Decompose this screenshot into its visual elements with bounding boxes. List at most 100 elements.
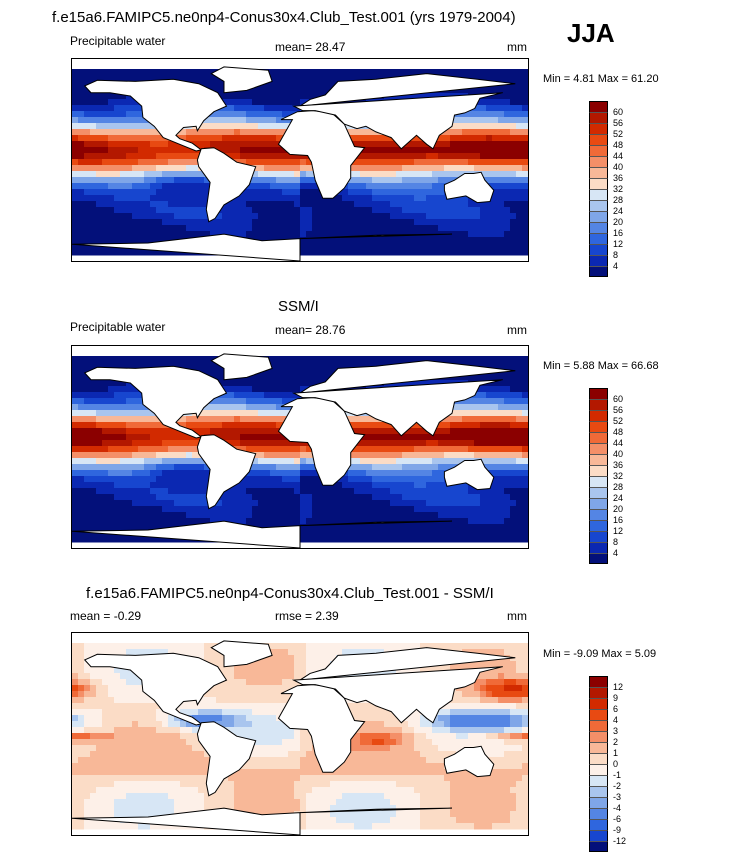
colorbar-swatch bbox=[589, 134, 608, 145]
colorbar-swatch bbox=[589, 687, 608, 698]
colorbar-tick-label: 16 bbox=[613, 515, 624, 525]
mean-label-model: mean= 28.47 bbox=[275, 40, 346, 54]
colorbar-tick-label: 8 bbox=[613, 250, 619, 260]
colorbar-swatch bbox=[589, 454, 608, 465]
colorbar-tick-label: -12 bbox=[613, 836, 627, 846]
colorbar-swatch bbox=[589, 244, 608, 255]
colorbar-tick-label: 4 bbox=[613, 548, 619, 558]
colorbar-swatch bbox=[589, 830, 608, 841]
mean-label-obs: mean= 28.76 bbox=[275, 323, 346, 337]
variable-label-obs: Precipitable water bbox=[70, 320, 166, 334]
colorbar-tick-label: 56 bbox=[613, 118, 624, 128]
land-outlines bbox=[72, 353, 516, 548]
colorbar-swatch bbox=[589, 698, 608, 709]
colorbar-swatch bbox=[589, 200, 608, 211]
map-canvas-obs bbox=[72, 353, 528, 548]
colorbar-swatch bbox=[589, 432, 608, 443]
colorbar-tick-label: 0 bbox=[613, 759, 619, 769]
units-label-obs: mm bbox=[507, 323, 527, 337]
colorbar-tick-label: 36 bbox=[613, 460, 624, 470]
colorbar-swatch bbox=[589, 101, 608, 112]
colorbar-swatch bbox=[589, 775, 608, 786]
colorbar-tick-label: 8 bbox=[613, 537, 619, 547]
colorbar-swatch bbox=[589, 178, 608, 189]
colorbar-tick-label: 16 bbox=[613, 228, 624, 238]
colorbar-tick-label: -2 bbox=[613, 781, 622, 791]
colorbar-tick-label: 36 bbox=[613, 173, 624, 183]
colorbar-swatch bbox=[589, 211, 608, 222]
colorbar-tick-label: 12 bbox=[613, 239, 624, 249]
colorbar-swatch bbox=[589, 676, 608, 687]
mean-label-diff: mean = -0.29 bbox=[70, 609, 142, 623]
colorbar-tick-label: -1 bbox=[613, 770, 622, 780]
colorbar-tick-label: 24 bbox=[613, 206, 624, 216]
colorbar-tick-label: 28 bbox=[613, 482, 624, 492]
colorbar-tick-label: 60 bbox=[613, 107, 624, 117]
colorbar-swatch bbox=[589, 222, 608, 233]
colorbar-tick-label: 3 bbox=[613, 726, 619, 736]
colorbar-tick-label: 52 bbox=[613, 129, 624, 139]
colorbar-tick-label: 52 bbox=[613, 416, 624, 426]
colorbar-swatch bbox=[589, 233, 608, 244]
colorbar-tick-label: 20 bbox=[613, 504, 624, 514]
colorbar-swatch bbox=[589, 167, 608, 178]
map-canvas-model bbox=[72, 66, 528, 261]
units-label-model: mm bbox=[507, 40, 527, 54]
colorbar-tick-label: 44 bbox=[613, 151, 624, 161]
colorbar-swatch bbox=[589, 487, 608, 498]
map-model bbox=[71, 58, 529, 262]
colorbar-tick-label: 1 bbox=[613, 748, 619, 758]
colorbar-swatch bbox=[589, 742, 608, 753]
colorbar-swatch bbox=[589, 421, 608, 432]
colorbar-swatch bbox=[589, 255, 608, 266]
colorbar-swatch bbox=[589, 520, 608, 531]
colorbar-swatch bbox=[589, 786, 608, 797]
colorbar-swatch bbox=[589, 410, 608, 421]
colorbar-tick-label: -4 bbox=[613, 803, 622, 813]
colorbar-tick-label: 2 bbox=[613, 737, 619, 747]
colorbar-tick-label: 48 bbox=[613, 140, 624, 150]
panel-title-diff: f.e15a6.FAMIPC5.ne0np4-Conus30x4.Club_Te… bbox=[86, 585, 494, 602]
colorbar-swatch bbox=[589, 443, 608, 454]
colorbar-swatch bbox=[589, 797, 608, 808]
colorbar-tick-label: 24 bbox=[613, 493, 624, 503]
colorbar-tick-label: -9 bbox=[613, 825, 622, 835]
colorbar-tick-label: 44 bbox=[613, 438, 624, 448]
colorbar-swatch bbox=[589, 145, 608, 156]
colorbar-swatch bbox=[589, 112, 608, 123]
land-outlines bbox=[72, 66, 516, 261]
land-outlines bbox=[72, 640, 516, 835]
colorbar-swatch bbox=[589, 764, 608, 775]
minmax-label-obs: Min = 5.88 Max = 66.68 bbox=[543, 360, 659, 372]
colorbar-tick-label: 4 bbox=[613, 261, 619, 271]
colorbar-swatch bbox=[589, 531, 608, 542]
colorbar-swatch bbox=[589, 123, 608, 134]
map-canvas-diff bbox=[72, 640, 528, 835]
colorbar-swatch bbox=[589, 720, 608, 731]
colorbar-tick-label: 9 bbox=[613, 693, 619, 703]
colorbar-tick-label: 40 bbox=[613, 162, 624, 172]
colorbar-swatch bbox=[589, 388, 608, 399]
colorbar-swatch bbox=[589, 189, 608, 200]
colorbar-swatch bbox=[589, 399, 608, 410]
colorbar-tick-label: -6 bbox=[613, 814, 622, 824]
colorbar-swatch bbox=[589, 476, 608, 487]
minmax-label-diff: Min = -9.09 Max = 5.09 bbox=[543, 648, 657, 660]
colorbar-tick-label: 40 bbox=[613, 449, 624, 459]
colorbar-tick-label: 28 bbox=[613, 195, 624, 205]
colorbar-swatch bbox=[589, 498, 608, 509]
colorbar-tick-label: 60 bbox=[613, 394, 624, 404]
map-diff bbox=[71, 632, 529, 836]
colorbar-tick-label: 32 bbox=[613, 471, 624, 481]
minmax-label-model: Min = 4.81 Max = 61.20 bbox=[543, 73, 659, 85]
colorbar-tick-label: 20 bbox=[613, 217, 624, 227]
colorbar-tick-label: 6 bbox=[613, 704, 619, 714]
units-label-diff: mm bbox=[507, 609, 527, 623]
colorbar-tick-label: 32 bbox=[613, 184, 624, 194]
colorbar-swatch bbox=[589, 709, 608, 720]
colorbar-swatch bbox=[589, 509, 608, 520]
colorbar-tick-label: 4 bbox=[613, 715, 619, 725]
colorbar-tick-label: 48 bbox=[613, 427, 624, 437]
panel-title-obs: SSM/I bbox=[278, 298, 319, 315]
colorbar-swatch bbox=[589, 841, 608, 852]
